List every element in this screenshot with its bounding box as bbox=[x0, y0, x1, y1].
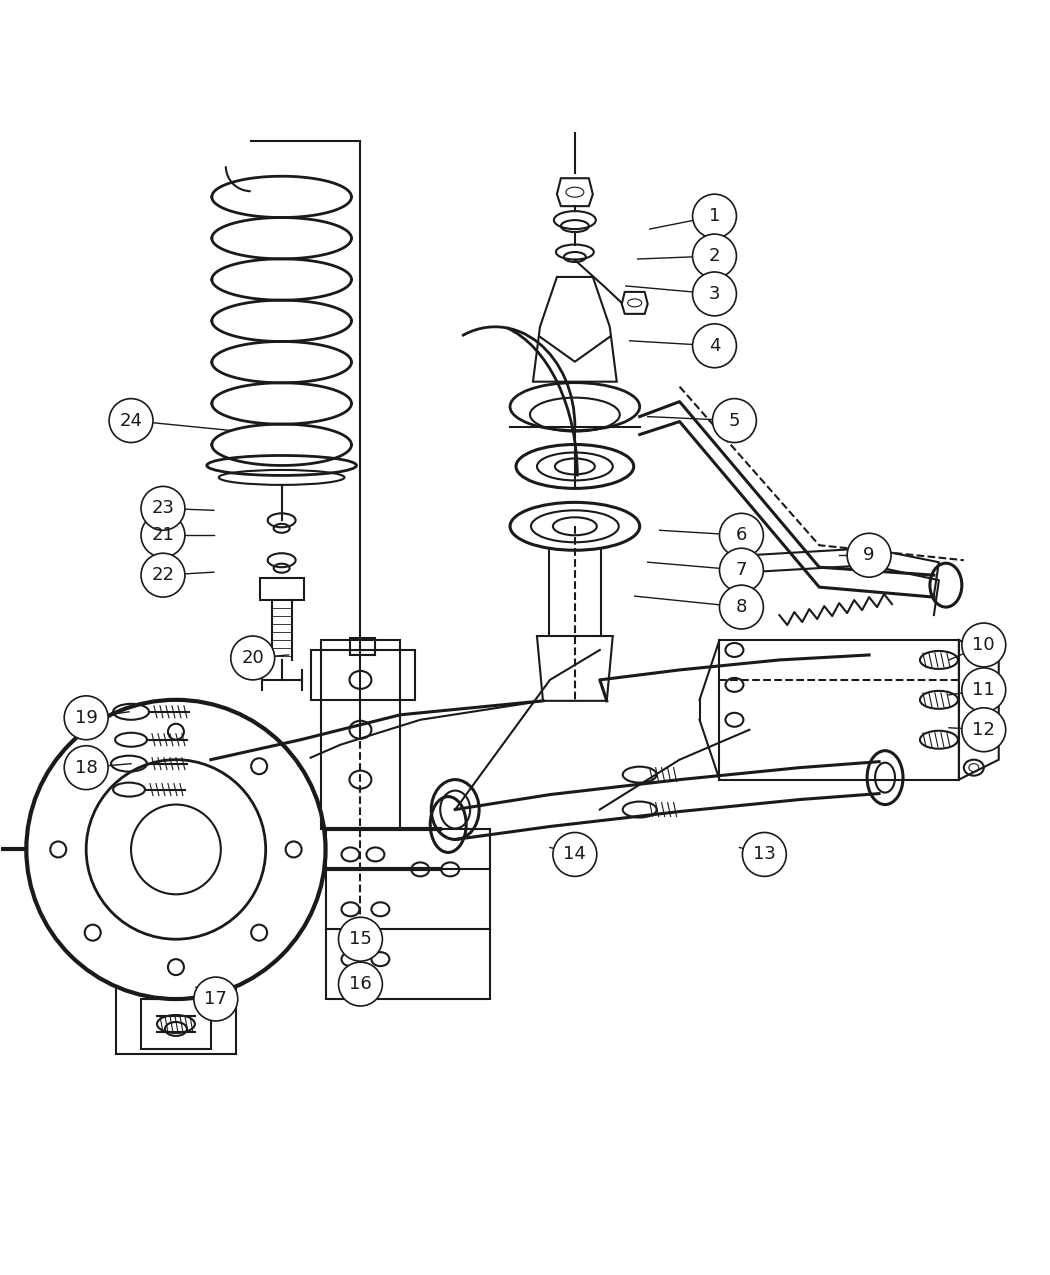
Circle shape bbox=[64, 746, 108, 789]
Text: 14: 14 bbox=[564, 845, 586, 863]
Circle shape bbox=[693, 324, 736, 367]
Circle shape bbox=[338, 963, 382, 1006]
Circle shape bbox=[141, 514, 185, 557]
Circle shape bbox=[109, 399, 153, 442]
Circle shape bbox=[742, 833, 786, 876]
Text: 2: 2 bbox=[709, 247, 720, 265]
Circle shape bbox=[962, 668, 1006, 711]
Text: 22: 22 bbox=[151, 566, 174, 584]
Circle shape bbox=[719, 548, 763, 592]
Circle shape bbox=[553, 833, 596, 876]
Text: 8: 8 bbox=[736, 598, 748, 616]
Circle shape bbox=[194, 977, 237, 1021]
Text: 12: 12 bbox=[972, 720, 995, 738]
Circle shape bbox=[719, 514, 763, 557]
Circle shape bbox=[141, 486, 185, 530]
Text: 15: 15 bbox=[349, 931, 372, 949]
Text: 13: 13 bbox=[753, 845, 776, 863]
Text: 5: 5 bbox=[729, 412, 740, 430]
Text: 21: 21 bbox=[151, 527, 174, 544]
Text: 3: 3 bbox=[709, 284, 720, 303]
Text: 17: 17 bbox=[205, 991, 227, 1009]
Circle shape bbox=[693, 235, 736, 278]
Text: 7: 7 bbox=[736, 561, 748, 579]
Text: 4: 4 bbox=[709, 337, 720, 354]
Text: 10: 10 bbox=[972, 636, 995, 654]
Circle shape bbox=[713, 399, 756, 442]
Text: 19: 19 bbox=[75, 709, 98, 727]
Circle shape bbox=[64, 696, 108, 740]
Text: 24: 24 bbox=[120, 412, 143, 430]
Text: 1: 1 bbox=[709, 207, 720, 226]
Text: 9: 9 bbox=[863, 546, 875, 565]
Circle shape bbox=[693, 194, 736, 238]
Circle shape bbox=[719, 585, 763, 629]
Circle shape bbox=[231, 636, 275, 680]
Text: 11: 11 bbox=[972, 681, 995, 699]
Text: 16: 16 bbox=[349, 975, 372, 993]
Text: 20: 20 bbox=[242, 649, 265, 667]
Circle shape bbox=[693, 272, 736, 316]
Circle shape bbox=[847, 533, 891, 578]
Text: 6: 6 bbox=[736, 527, 748, 544]
Circle shape bbox=[141, 553, 185, 597]
Text: 23: 23 bbox=[151, 500, 174, 518]
Text: 18: 18 bbox=[75, 759, 98, 776]
Circle shape bbox=[962, 623, 1006, 667]
Circle shape bbox=[338, 917, 382, 961]
Circle shape bbox=[962, 708, 1006, 752]
